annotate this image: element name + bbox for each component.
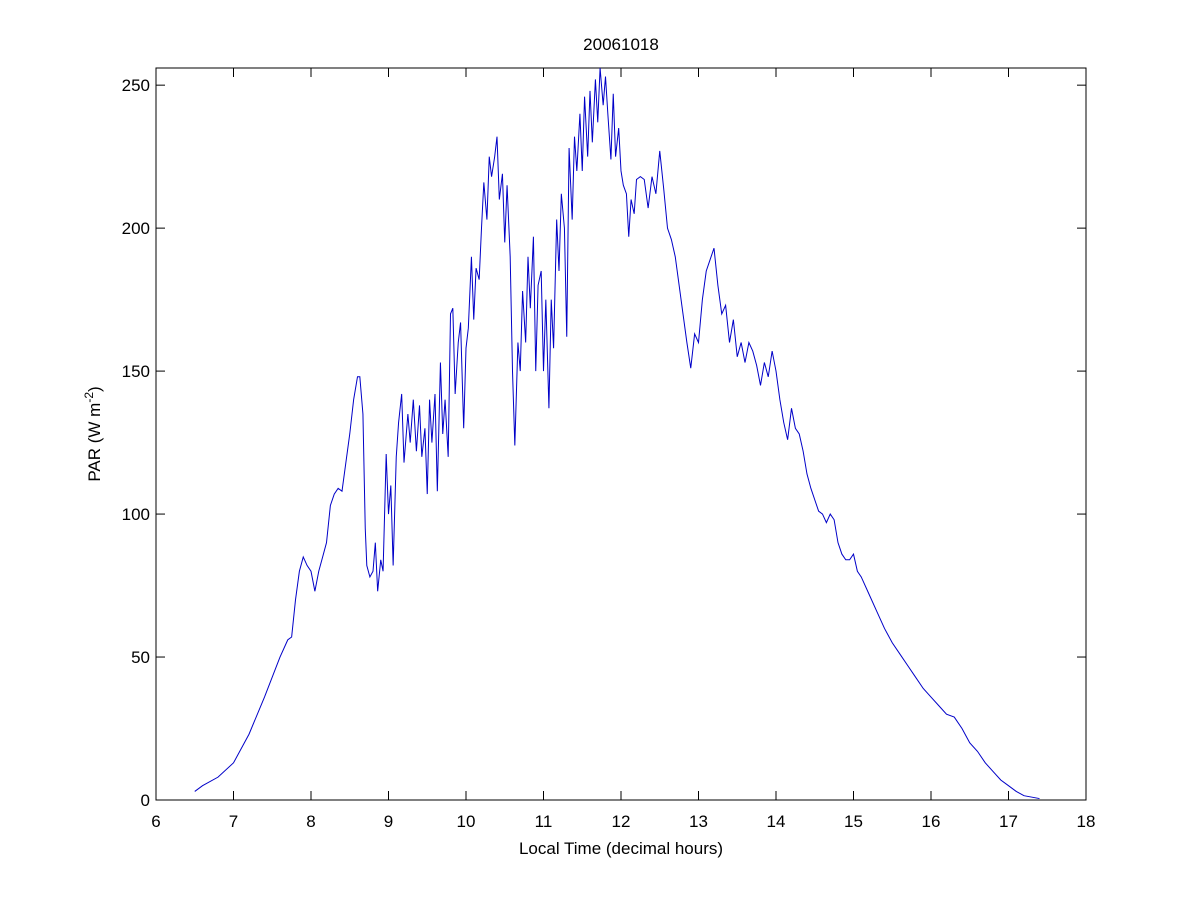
y-axis-label: PAR (W m-2) — [82, 386, 104, 481]
x-tick-label: 15 — [844, 812, 863, 831]
x-tick-label: 13 — [689, 812, 708, 831]
x-tick-label: 11 — [535, 812, 553, 831]
x-tick-label: 17 — [999, 812, 1018, 831]
x-tick-label: 6 — [151, 812, 160, 831]
x-axis-label: Local Time (decimal hours) — [519, 839, 723, 858]
y-label-exponent: -2 — [82, 392, 96, 403]
x-tick-label: 8 — [306, 812, 315, 831]
x-tick-label: 7 — [229, 812, 238, 831]
y-tick-label: 50 — [131, 648, 150, 667]
x-tick-label: 12 — [612, 812, 631, 831]
y-tick-label: 100 — [122, 505, 150, 524]
chart-title: 20061018 — [583, 35, 659, 54]
data-line — [194, 67, 1040, 800]
y-tick-label: 150 — [122, 362, 150, 381]
y-label-end: ) — [85, 386, 104, 392]
x-tick-label: 14 — [767, 812, 786, 831]
y-tick-label: 250 — [122, 76, 150, 95]
x-tick-label: 18 — [1077, 812, 1096, 831]
y-tick-label: 200 — [122, 219, 150, 238]
y-tick-label: 0 — [141, 791, 150, 810]
y-label-text: PAR (W m — [85, 403, 104, 482]
x-tick-label: 10 — [457, 812, 476, 831]
x-tick-label: 16 — [922, 812, 941, 831]
x-tick-label: 9 — [384, 812, 393, 831]
